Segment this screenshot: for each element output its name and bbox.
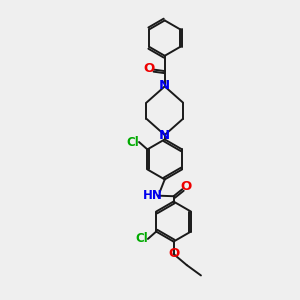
Text: N: N [159,79,170,92]
Text: O: O [168,248,179,260]
Text: O: O [180,180,191,193]
Text: N: N [159,129,170,142]
Text: Cl: Cl [136,232,148,245]
Text: Cl: Cl [127,136,140,148]
Text: HN: HN [142,189,162,202]
Text: O: O [143,62,154,75]
